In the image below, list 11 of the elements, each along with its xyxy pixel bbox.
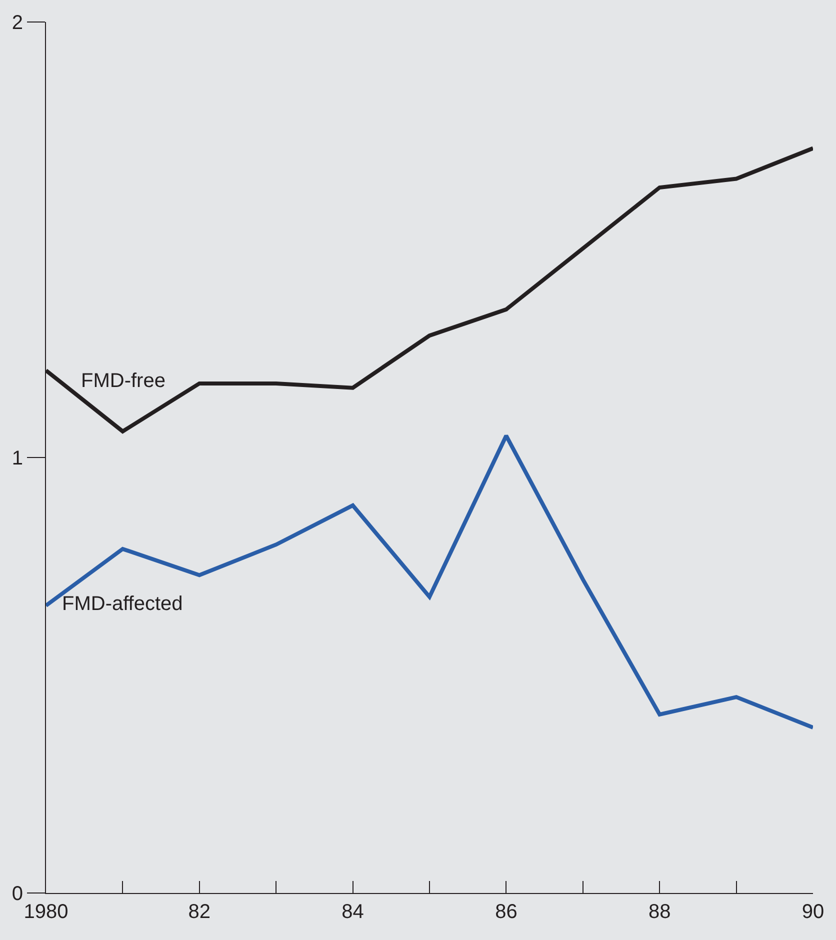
x-tick-label: 90 [802, 901, 824, 923]
y-tick-label: 1 [12, 448, 23, 470]
x-tick-label: 82 [188, 901, 211, 923]
x-tick-label: 1980 [24, 901, 68, 923]
series-label: FMD-free [81, 370, 166, 392]
series-label: FMD-affected [62, 593, 183, 615]
x-tick-label: 84 [342, 901, 364, 923]
y-tick-label: 2 [12, 12, 23, 34]
y-tick-label: 0 [12, 883, 23, 905]
x-tick-label: 88 [648, 901, 671, 923]
x-tick-label: 86 [495, 901, 518, 923]
